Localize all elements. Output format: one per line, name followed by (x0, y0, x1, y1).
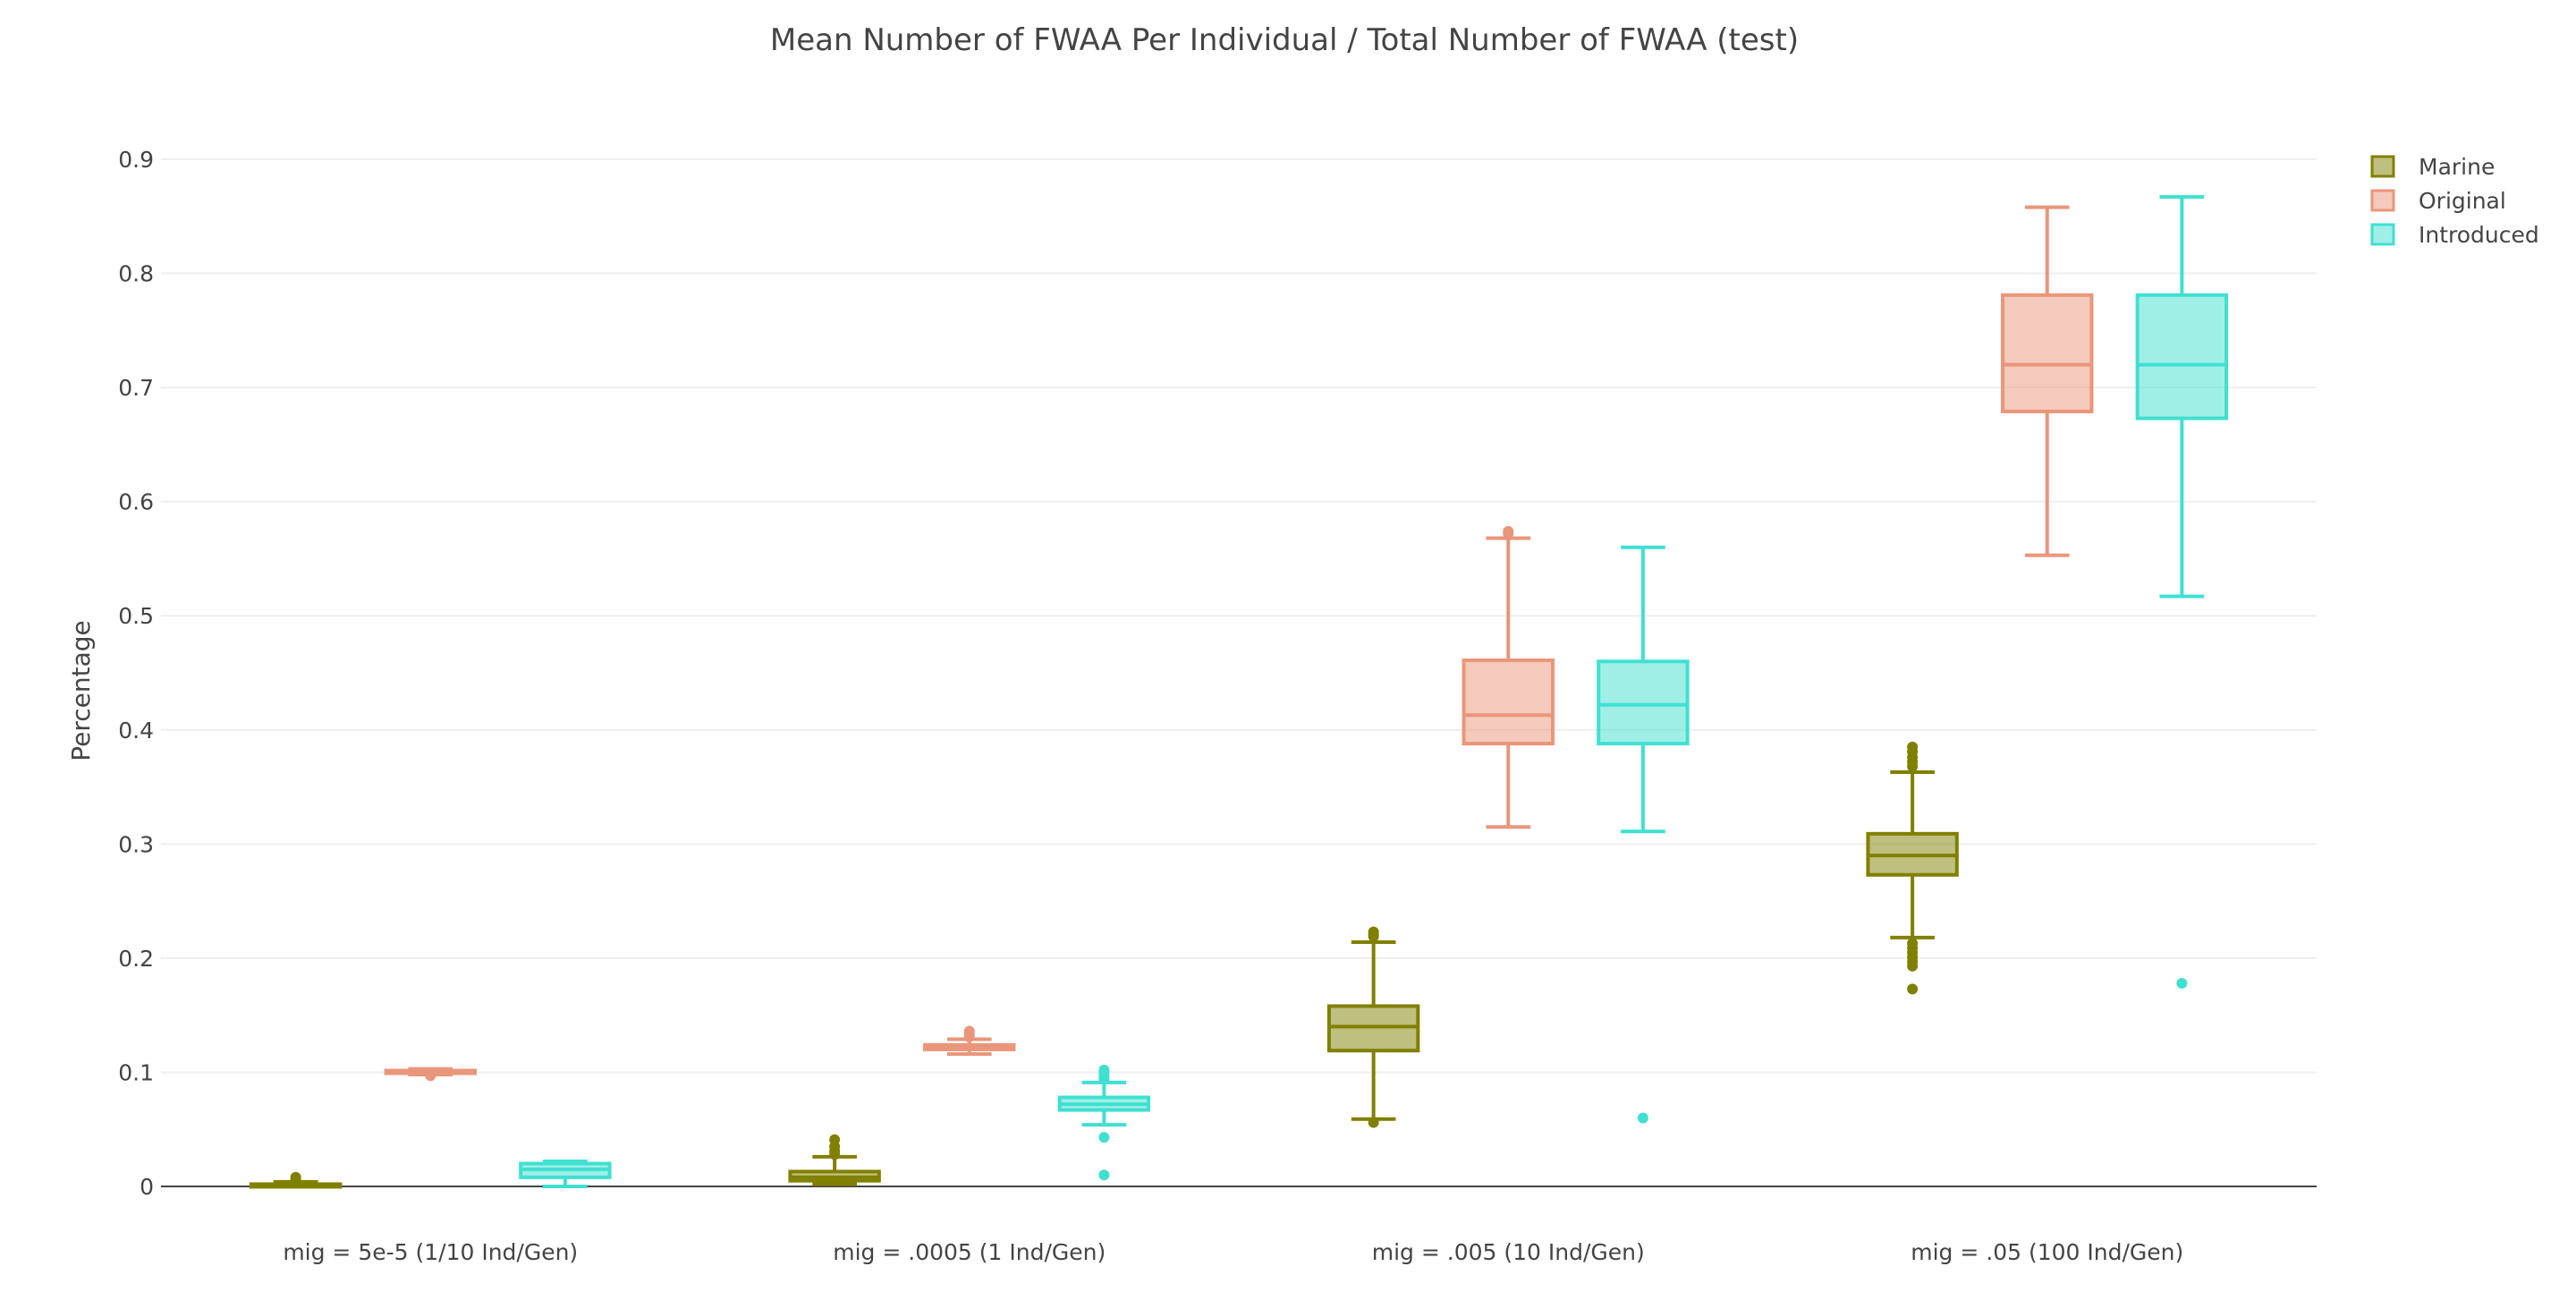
outlier-point (425, 1070, 436, 1082)
y-tick-label: 0.4 (118, 718, 154, 744)
box-original-2[interactable] (1462, 525, 1555, 829)
x-tick-label: mig = .05 (100 Ind/Gen) (1911, 1239, 2183, 1265)
series-original (384, 205, 2094, 1082)
box-introduced-3[interactable] (2135, 195, 2229, 989)
box-introduced-1[interactable] (1057, 1064, 1151, 1181)
y-axis-title: Percentage (66, 620, 96, 761)
box-original-1[interactable] (923, 1025, 1016, 1057)
legend-item-marine[interactable]: Marine (2370, 154, 2495, 180)
chart-title: Mean Number of FWAA Per Individual / Tot… (770, 22, 1799, 58)
y-tick-label: 0.9 (118, 147, 154, 173)
box-introduced-0[interactable] (519, 1159, 612, 1188)
box-introduced-2[interactable] (1597, 545, 1690, 1124)
series-introduced (519, 195, 2229, 1188)
outlier-point (1503, 525, 1514, 537)
box-series (249, 195, 2229, 1189)
box-original-0[interactable] (384, 1067, 477, 1082)
outlier-point (1637, 1112, 1648, 1124)
y-tick-label: 0.1 (118, 1059, 154, 1085)
y-tick-label: 0.5 (118, 603, 154, 629)
legend-swatch (2370, 155, 2395, 178)
legend-swatch (2370, 189, 2395, 212)
y-tick-label: 0.3 (118, 831, 154, 857)
legend-label: Marine (2419, 154, 2495, 180)
box-body (2001, 293, 2094, 413)
legend[interactable]: Marine Original Introduced (2370, 154, 2539, 248)
x-tick-label: mig = .0005 (1 Ind/Gen) (833, 1239, 1106, 1265)
outlier-point (290, 1171, 301, 1183)
outlier-point (1098, 1132, 1110, 1143)
legend-label: Introduced (2419, 222, 2539, 248)
outlier-point (1098, 1169, 1110, 1181)
y-tick-label: 0.7 (118, 375, 154, 401)
outlier-point (1098, 1064, 1110, 1075)
y-axis-ticks: 0 0.1 0.2 0.3 0.4 0.5 0.6 0.7 0.8 0.9 (118, 147, 154, 1200)
outlier-point (1907, 741, 1919, 752)
box-marine-3[interactable] (1866, 741, 1959, 995)
outlier-point (1907, 938, 1919, 949)
box-body (2135, 293, 2229, 421)
box-marine-2[interactable] (1326, 926, 1420, 1128)
gridlines (161, 158, 2317, 1187)
x-tick-label: mig = 5e-5 (1/10 Ind/Gen) (283, 1239, 578, 1265)
legend-item-original[interactable]: Original (2370, 188, 2506, 214)
legend-swatch (2370, 223, 2395, 246)
y-tick-label: 0.8 (118, 261, 154, 287)
y-tick-label: 0.2 (118, 946, 154, 972)
x-axis-ticks: mig = 5e-5 (1/10 Ind/Gen) mig = .0005 (1 … (283, 1239, 2183, 1265)
outlier-point (829, 1134, 841, 1145)
y-tick-label: 0.6 (118, 489, 154, 515)
box-body (1462, 658, 1555, 746)
outlier-point (2176, 977, 2188, 989)
series-marine (249, 741, 1959, 1189)
box-marine-1[interactable] (788, 1134, 881, 1186)
x-tick-label: mig = .005 (10 Ind/Gen) (1372, 1239, 1645, 1265)
box-marine-0[interactable] (249, 1171, 343, 1189)
outlier-point (963, 1025, 975, 1037)
y-tick-label: 0 (140, 1174, 154, 1200)
box-original-3[interactable] (2001, 205, 2094, 557)
outlier-point (1907, 983, 1919, 995)
outlier-point (1368, 1117, 1379, 1128)
legend-item-introduced[interactable]: Introduced (2370, 222, 2539, 248)
legend-label: Original (2419, 188, 2506, 214)
outlier-point (1368, 926, 1379, 938)
box-body (1597, 659, 1690, 746)
